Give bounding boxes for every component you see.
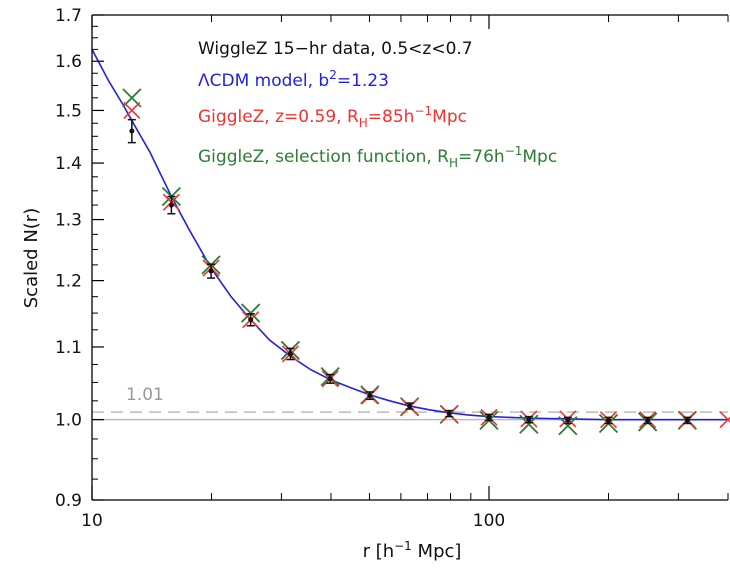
- y-tick-label-8: 1.6: [55, 52, 82, 72]
- y-tick-label-6: 1.4: [55, 154, 82, 174]
- x-axis-label: r [h−1 Mpc]: [363, 539, 462, 562]
- data-point-5: [286, 347, 295, 361]
- data-point-3: [207, 263, 216, 279]
- data-dot-8: [407, 403, 413, 409]
- legend-entry-4-segment: H: [449, 156, 458, 170]
- data-dot-6: [327, 376, 333, 382]
- legend: WiggleZ 15−hr data, 0.5<z<0.7 ΛCDM model,…: [198, 39, 557, 170]
- data-point-4: [246, 312, 255, 327]
- giggle-sel-marker-12: [558, 416, 578, 436]
- data-point-7: [365, 391, 374, 401]
- legend-entry-4-segment: Mpc: [522, 147, 557, 167]
- y-tick-label-1: 0.9: [55, 491, 82, 511]
- threshold-label: 1.01: [126, 385, 164, 405]
- data-dot-10: [486, 414, 492, 420]
- legend-entry-2-segment: =1.23: [337, 71, 389, 91]
- giggle-z-marker-1: [123, 101, 141, 120]
- data-dot-7: [367, 393, 373, 399]
- model-curve-line: [91, 49, 728, 421]
- data-point-14: [643, 416, 652, 425]
- data-point-2: [167, 195, 176, 215]
- legend-entry-1: WiggleZ 15−hr data, 0.5<z<0.7: [198, 39, 473, 59]
- data-point-9: [445, 409, 454, 418]
- giggle-z-marker-1-stroke-b: [123, 101, 141, 120]
- legend-entry-2-segment: ΛCDM model, b: [198, 71, 329, 91]
- data-point-8: [405, 402, 414, 410]
- y-tick-label-3: 1.1: [55, 338, 82, 358]
- legend-entry-3-segment: =85h: [368, 107, 415, 127]
- data-point-1: [127, 118, 136, 144]
- data-point-15: [683, 416, 692, 425]
- legend-entry-2: ΛCDM model, b2=1.23: [198, 68, 389, 91]
- model-curve-group: [91, 49, 728, 421]
- giggle-z-marker-16-stroke-b: [719, 416, 730, 429]
- giggle-sel-marker-12-stroke-b: [558, 416, 578, 436]
- y-tick-label-4: 1.2: [55, 272, 82, 292]
- data-dot-1: [129, 128, 135, 134]
- legend-entry-3: GiggleZ, z=0.59, RH=85h−1Mpc: [198, 104, 467, 130]
- data-dot-5: [287, 351, 293, 357]
- data-dot-9: [446, 411, 452, 417]
- data-point-10: [484, 413, 493, 422]
- y-tick-label-9: 1.7: [55, 6, 82, 26]
- data-point-13: [604, 416, 613, 425]
- legend-entry-1-segment: WiggleZ 15−hr data, 0.5<z<0.7: [198, 39, 473, 59]
- legend-entry-4-segment: −1: [505, 144, 523, 158]
- y-tick-label-2: 1.0: [55, 411, 82, 431]
- data-points-group: [122, 88, 730, 436]
- legend-entry-3-segment: H: [359, 116, 368, 130]
- data-dot-12: [565, 417, 571, 423]
- legend-entry-3-segment: GiggleZ, z=0.59, R: [198, 107, 359, 127]
- axes: 0.9 1.0 1.1 1.2 1.3 1.4 1.5 1.6 1.7 10 100: [55, 6, 729, 531]
- legend-entry-4-segment: =76h: [458, 147, 505, 167]
- legend-entry-2-segment: 2: [329, 68, 337, 82]
- giggle-sel-marker-11-stroke-b: [519, 414, 539, 434]
- data-dot-11: [526, 417, 532, 423]
- data-dot-2: [168, 202, 174, 208]
- data-point-6: [326, 373, 335, 384]
- legend-entry-4-segment: GiggleZ, selection function, R: [198, 147, 449, 167]
- data-point-11: [524, 415, 533, 424]
- y-tick-label-5: 1.3: [55, 211, 82, 231]
- legend-entry-3-segment: Mpc: [432, 107, 467, 127]
- data-dot-14: [645, 417, 651, 423]
- giggle-z-marker-16: [719, 411, 730, 429]
- data-dot-3: [208, 268, 214, 274]
- legend-entry-4: GiggleZ, selection function, RH=76h−1Mpc: [198, 144, 557, 170]
- data-dot-4: [248, 317, 254, 323]
- y-tick-label-7: 1.5: [55, 101, 82, 121]
- x-tick-label-1: 10: [81, 511, 103, 531]
- x-tick-label-2: 100: [473, 511, 505, 531]
- data-dot-13: [605, 417, 611, 423]
- legend-entry-3-segment: −1: [414, 104, 432, 118]
- data-dot-15: [684, 417, 690, 423]
- y-axis-label: Scaled N(r): [21, 208, 42, 309]
- data-point-12: [563, 416, 572, 425]
- giggle-sel-marker-11: [519, 414, 539, 434]
